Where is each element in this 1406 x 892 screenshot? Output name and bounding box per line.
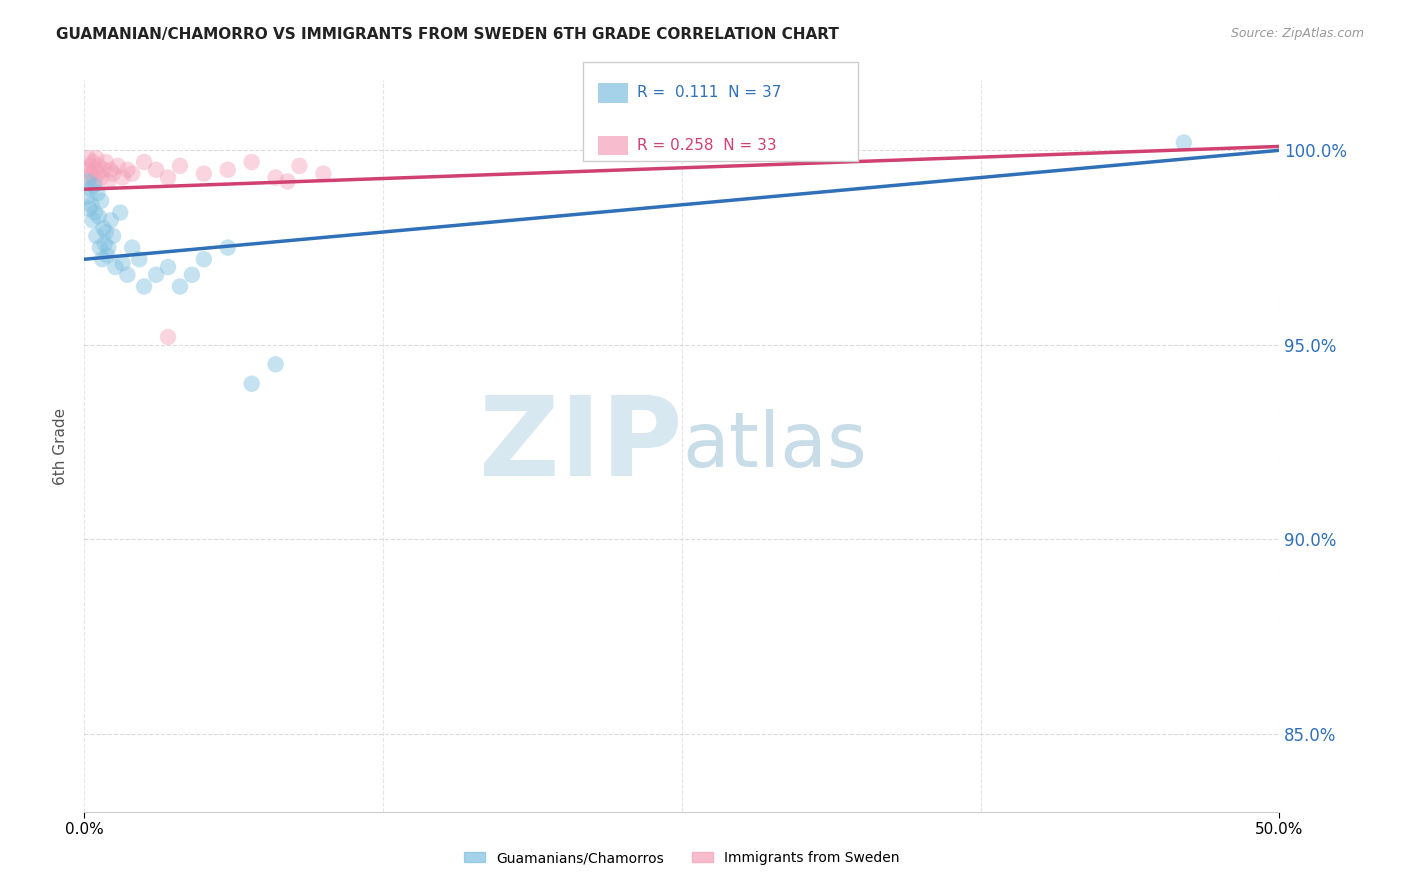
Point [91,252,114,267]
Point [128,252,150,267]
Point [87,159,110,173]
Y-axis label: 6th Grade: 6th Grade [53,408,69,484]
Point [169,159,191,173]
Text: R =  0.111  N = 37: R = 0.111 N = 37 [637,86,782,100]
Point [86,228,108,243]
Point [83,174,105,188]
Point [264,170,287,185]
Point [1173,136,1195,150]
Point [84,162,107,177]
Point [193,252,215,267]
Point [107,159,129,173]
Point [111,170,134,185]
Point [117,162,139,177]
Point [132,155,156,169]
Point [240,155,263,169]
Point [288,159,311,173]
Legend: Guamanians/Chamorros, Immigrants from Sweden: Guamanians/Chamorros, Immigrants from Sw… [458,846,905,871]
Point [83,178,105,193]
Point [93,221,115,235]
Point [80,198,103,212]
Point [104,260,127,274]
Point [312,167,335,181]
Point [157,260,180,274]
Point [100,162,122,177]
Point [77,174,100,188]
Text: GUAMANIAN/CHAMORRO VS IMMIGRANTS FROM SWEDEN 6TH GRADE CORRELATION CHART: GUAMANIAN/CHAMORRO VS IMMIGRANTS FROM SW… [56,27,839,42]
Point [217,162,239,177]
Point [84,205,107,219]
Point [132,279,156,293]
Point [217,241,239,255]
Point [89,241,111,255]
Point [86,186,108,200]
Point [93,236,115,251]
Point [181,268,204,282]
Point [145,268,167,282]
Text: ZIP: ZIP [478,392,682,500]
Point [87,210,110,224]
Point [264,357,287,371]
Point [145,162,167,177]
Point [111,256,134,270]
Point [86,151,108,165]
Point [110,205,132,219]
Text: atlas: atlas [682,409,866,483]
Point [76,190,98,204]
Point [93,162,115,177]
Point [94,225,117,239]
Point [77,151,100,165]
Point [157,170,180,185]
Point [94,155,117,169]
Point [121,167,143,181]
Point [82,155,104,169]
Point [82,213,104,227]
Point [79,159,101,173]
Text: R = 0.258  N = 33: R = 0.258 N = 33 [637,138,776,153]
Point [100,213,122,227]
Point [80,167,103,181]
Point [117,268,139,282]
Point [97,174,120,188]
Point [240,376,263,391]
Point [77,170,100,185]
Point [101,167,124,181]
Point [193,167,215,181]
Point [76,162,98,177]
Point [121,241,143,255]
Point [169,279,191,293]
Point [86,167,108,181]
Point [96,248,118,262]
Point [277,174,299,188]
Point [97,241,120,255]
Point [101,228,124,243]
Text: Source: ZipAtlas.com: Source: ZipAtlas.com [1230,27,1364,40]
Point [90,170,112,185]
Point [157,330,180,344]
Point [79,182,101,196]
Point [90,194,112,208]
Point [77,202,100,216]
